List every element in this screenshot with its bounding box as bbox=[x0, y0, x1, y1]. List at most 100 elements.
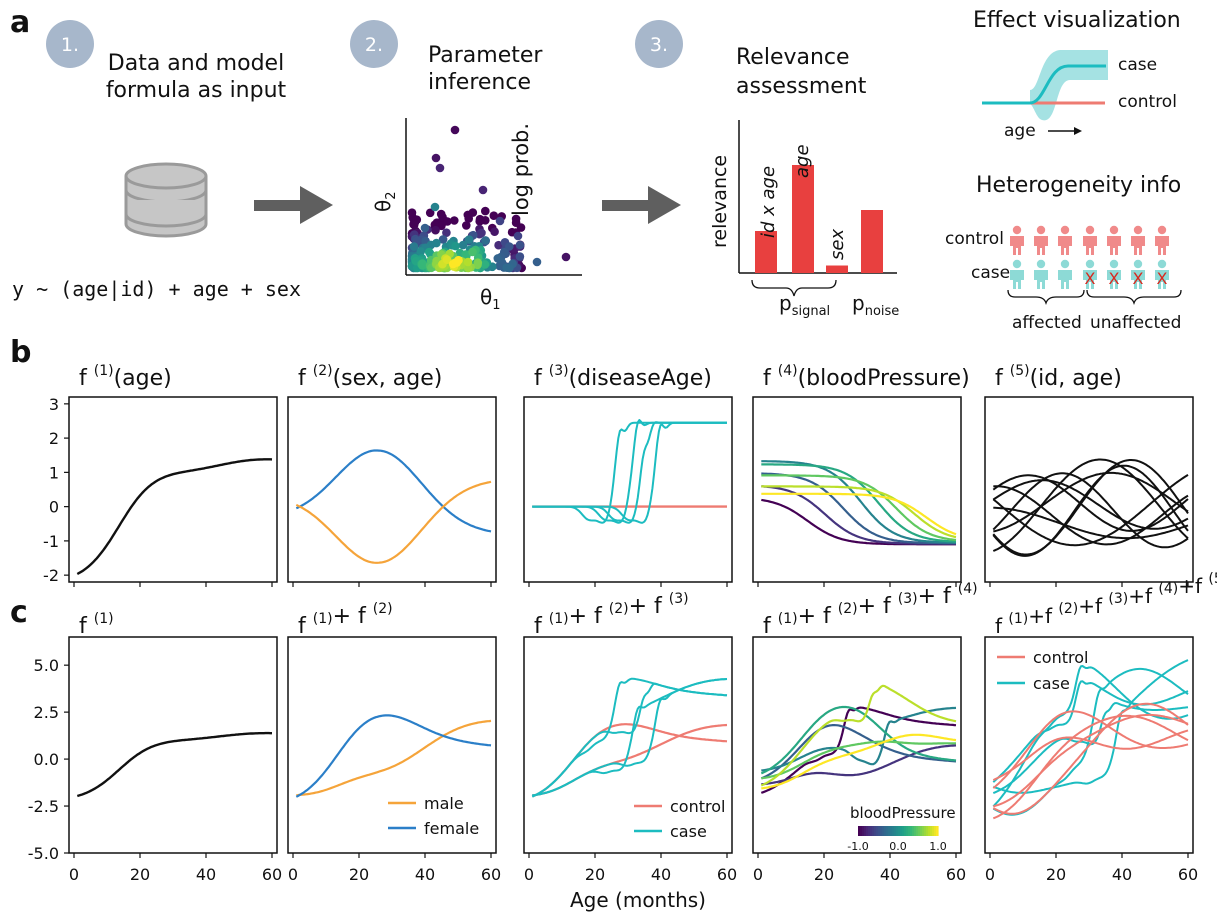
b5-id-line-4 bbox=[992, 474, 1189, 532]
panel-c-title-1: f (1)+ f (2) bbox=[298, 601, 393, 639]
step-3-number: 3. bbox=[650, 34, 668, 56]
bp-colorbar-cell-22 bbox=[902, 826, 905, 836]
c2-male-line bbox=[296, 719, 492, 797]
c5-control-line-9 bbox=[993, 713, 1189, 808]
case-person-2 bbox=[1058, 259, 1072, 289]
b5-id-line-7 bbox=[992, 459, 1189, 556]
bp-colorbar-cell-8 bbox=[874, 826, 877, 836]
panel-b-ytick-label-1: 2 bbox=[49, 429, 59, 448]
bp-colorbar-cell-28 bbox=[914, 826, 917, 836]
case-person-0 bbox=[1010, 259, 1024, 289]
inference-sample-107 bbox=[493, 254, 503, 263]
bp-colorbar-tick-0: -1.0 bbox=[847, 840, 868, 853]
inference-sample-145 bbox=[464, 235, 474, 244]
panel-b-plot-frame-1 bbox=[287, 396, 497, 583]
bp-colorbar-tick-2: 1.0 bbox=[929, 840, 947, 853]
inference-sample-47 bbox=[490, 227, 499, 236]
inference-sample-139 bbox=[458, 240, 468, 250]
theta2-label: θ2 bbox=[371, 191, 399, 212]
c4-bp-line-7 bbox=[761, 733, 957, 790]
step-3: 3. Relevance assessment relevance id x a… bbox=[635, 20, 899, 319]
xtick-label-4-3: 60 bbox=[1178, 865, 1198, 884]
c3-case-line-3 bbox=[532, 678, 728, 797]
c5-control-line-8 bbox=[992, 710, 1189, 789]
b5-id-line-1 bbox=[992, 464, 1189, 557]
xtick-label-4-2: 40 bbox=[1112, 865, 1132, 884]
panel-b-title-3: f (4)(bloodPressure) bbox=[763, 363, 970, 391]
xtick-label-4-0: 0 bbox=[985, 865, 995, 884]
theta1-label: θ1 bbox=[480, 285, 501, 313]
bp-colorbar-cell-13 bbox=[884, 826, 887, 836]
step-3-circle bbox=[635, 20, 683, 68]
bp-colorbar-cell-11 bbox=[880, 826, 883, 836]
panel-b-title-4: f (5)(id, age) bbox=[995, 363, 1122, 391]
inference-sample-18 bbox=[425, 208, 435, 218]
bp-colorbar-cell-15 bbox=[888, 826, 891, 836]
p-signal-label: psignal bbox=[779, 291, 830, 319]
model-formula: y ~ (age|id) + age + sex bbox=[12, 277, 301, 301]
inference-sample-186 bbox=[424, 247, 434, 257]
signal-brace bbox=[751, 279, 837, 297]
inference-sample-62 bbox=[494, 240, 503, 250]
inference-sample-94 bbox=[505, 242, 514, 251]
xtick-label-1-3: 60 bbox=[481, 865, 501, 884]
row-label-control: control bbox=[945, 229, 1004, 249]
affected-label: affected bbox=[1012, 313, 1082, 333]
inference-sample-99 bbox=[532, 257, 542, 267]
control-person-4 bbox=[1107, 225, 1121, 255]
case-person-5: X bbox=[1131, 259, 1145, 289]
case-person-3: X bbox=[1083, 259, 1097, 289]
panel-b-label: b bbox=[10, 335, 31, 370]
xtick-label-3-0: 0 bbox=[753, 865, 763, 884]
bp-colorbar-cell-5 bbox=[868, 826, 871, 836]
step-2: 2. Parameter inference θ2 θ1 log prob. bbox=[350, 20, 582, 313]
inference-sample-28 bbox=[511, 218, 521, 227]
panel-c-title-4: f (1)+f (2)+f (3)+f (4)+f (5) bbox=[995, 571, 1217, 638]
panel-c-label: c bbox=[10, 595, 28, 630]
xtick-label-2-3: 60 bbox=[717, 865, 737, 884]
control-label: control bbox=[1118, 92, 1177, 112]
b2-female-line bbox=[295, 449, 492, 533]
c5-control-line-5 bbox=[992, 714, 1189, 820]
xtick-label-2-0: 0 bbox=[524, 865, 534, 884]
panel-b-ytick-label-4: -1 bbox=[43, 532, 59, 551]
control-person-5 bbox=[1131, 225, 1145, 255]
b3-case-line-3 bbox=[532, 421, 727, 524]
inference-sample-96 bbox=[438, 235, 448, 244]
xtick-label-0-3: 60 bbox=[262, 865, 282, 884]
panel-c-plot-frame-2 bbox=[523, 636, 733, 854]
control-person-6 bbox=[1155, 225, 1169, 255]
inference-sample-44 bbox=[431, 153, 441, 163]
xtick-label-0-0: 0 bbox=[69, 865, 79, 884]
unaffected-brace bbox=[1086, 289, 1182, 306]
bp-colorbar-cell-27 bbox=[912, 826, 915, 836]
bp-colorbar-cell-25 bbox=[908, 826, 911, 836]
x-axis-label: Age (months) bbox=[570, 888, 706, 912]
panel-b-plot-frame-4 bbox=[984, 396, 1194, 583]
bp-colorbar-cell-36 bbox=[930, 826, 933, 836]
inference-sample-156 bbox=[430, 202, 440, 212]
b4-bp-line-6 bbox=[761, 485, 957, 539]
inference-sample-260 bbox=[463, 257, 473, 267]
bp-colorbar-cell-24 bbox=[906, 826, 909, 836]
bp-colorbar-cell-2 bbox=[862, 826, 865, 836]
effect-visualization: Effect visualization case control age bbox=[973, 8, 1181, 141]
control-person-0 bbox=[1010, 225, 1024, 255]
bp-colorbar-cell-37 bbox=[932, 826, 935, 836]
inference-sample-22 bbox=[437, 221, 446, 231]
bp-colorbar-tick-1: 0.0 bbox=[889, 840, 907, 853]
b4-bp-line-3 bbox=[761, 460, 956, 544]
b5-id-line-5 bbox=[992, 458, 1189, 552]
relevance-bar-3 bbox=[861, 210, 883, 273]
inference-sample-131 bbox=[409, 242, 419, 251]
panel-a-label: a bbox=[10, 5, 30, 40]
case-person-6-unaffected-mark: X bbox=[1157, 269, 1168, 288]
step-1-title-line-2: formula as input bbox=[106, 78, 287, 103]
inference-sample-265 bbox=[442, 255, 452, 264]
inference-scatter bbox=[407, 125, 571, 273]
inference-sample-29 bbox=[481, 206, 490, 216]
step-1-title-line-1: Data and model bbox=[108, 51, 284, 76]
b5-id-line-2 bbox=[993, 506, 1189, 540]
